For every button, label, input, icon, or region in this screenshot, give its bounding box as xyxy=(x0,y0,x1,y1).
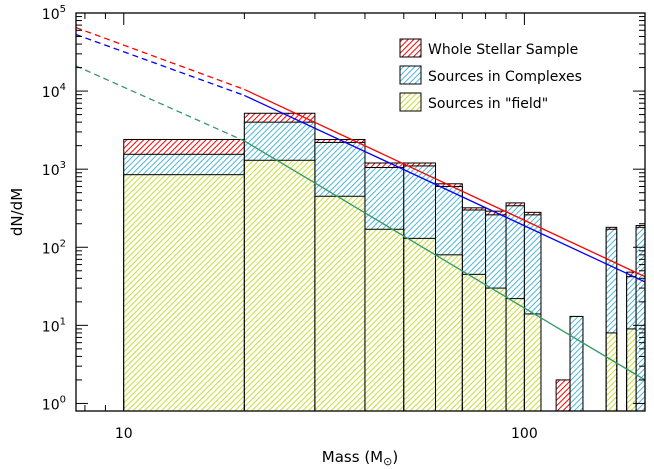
bar-field-50-60 xyxy=(404,238,436,416)
legend-swatch-complexes xyxy=(400,66,421,84)
legend-entry-complexes: Sources in Complexes xyxy=(400,66,582,85)
legend-swatch-field xyxy=(400,93,421,111)
bar-field-60-70 xyxy=(436,255,463,416)
legend-label-complexes: Sources in Complexes xyxy=(428,69,582,85)
legend-entry-field: Sources in "field" xyxy=(400,93,548,112)
bar-field-30-40 xyxy=(315,196,365,416)
bar-field-100-110 xyxy=(524,314,541,416)
y-tick-label: 101 xyxy=(42,316,66,335)
bar-field-10-20 xyxy=(124,175,245,416)
legend: Whole Stellar Sample Sources in Complexe… xyxy=(400,39,582,112)
x-tick-label: 100 xyxy=(511,426,538,442)
y-tick-label: 100 xyxy=(42,394,66,413)
y-tick-label: 102 xyxy=(42,238,66,257)
bar-complexes-130-140 xyxy=(570,316,583,416)
y-tick-label: 104 xyxy=(42,82,66,101)
legend-label-whole: Whole Stellar Sample xyxy=(428,42,578,58)
bar-field-40-50 xyxy=(365,229,404,416)
y-tick-label: 105 xyxy=(42,4,66,23)
bar-field-90-100 xyxy=(506,299,524,416)
y-tick-label: 103 xyxy=(42,160,66,179)
x-axis-label: Mass (M⊙) xyxy=(322,448,398,468)
bar-field-70-80 xyxy=(462,274,485,416)
legend-entry-whole: Whole Stellar Sample xyxy=(400,39,578,58)
legend-swatch-whole xyxy=(400,39,421,57)
x-tick-label: 10 xyxy=(115,426,133,442)
bar-complexes-190-200 xyxy=(636,227,645,416)
bar-field-20-30 xyxy=(244,160,315,416)
legend-label-field: Sources in "field" xyxy=(428,96,548,112)
fit-dashed-complexes xyxy=(76,35,244,96)
y-axis-label: dN/dM xyxy=(8,188,26,236)
bar-field-80-90 xyxy=(486,288,506,416)
bar-field-160-170 xyxy=(606,333,617,416)
fit-dashed-whole xyxy=(76,28,244,90)
fit-dashed-field xyxy=(76,66,244,141)
